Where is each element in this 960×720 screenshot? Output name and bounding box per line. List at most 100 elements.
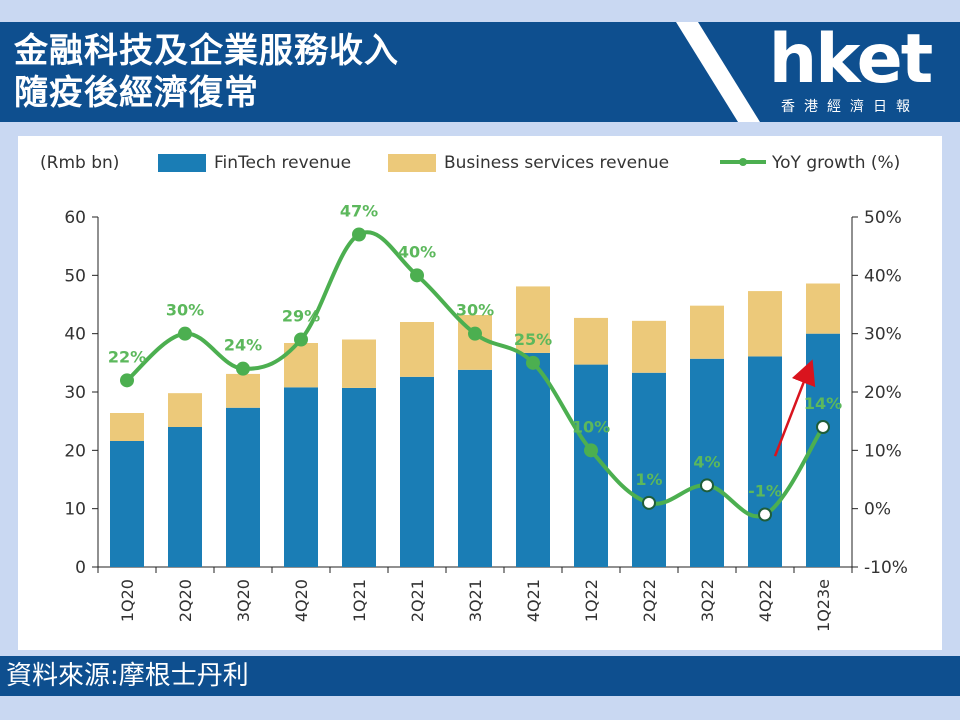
bar-business-1Q20 bbox=[110, 413, 144, 441]
chart-panel: (Rmb bn) FinTech revenue Business servic… bbox=[18, 136, 942, 650]
y-left-tick-label: 20 bbox=[64, 441, 86, 461]
growth-point-1Q22 bbox=[584, 443, 598, 458]
y-right-tick-label: 40% bbox=[864, 266, 902, 286]
growth-point-2Q20 bbox=[178, 326, 192, 341]
growth-point-2Q21 bbox=[410, 268, 424, 283]
bar-business-3Q20 bbox=[226, 373, 260, 408]
hket-logo: hket bbox=[768, 20, 933, 99]
bar-business-2Q22 bbox=[632, 320, 666, 373]
growth-label-1Q20: 22% bbox=[108, 347, 146, 366]
x-tick-label: 3Q22 bbox=[698, 579, 717, 622]
logo-background bbox=[676, 22, 960, 122]
legend-marker-growth bbox=[739, 158, 747, 166]
growth-point-3Q21 bbox=[468, 326, 482, 341]
x-tick-label: 4Q20 bbox=[292, 579, 311, 622]
growth-point-4Q20 bbox=[294, 332, 308, 347]
growth-label-2Q22: 1% bbox=[635, 470, 662, 489]
chart-bars bbox=[110, 283, 840, 567]
bar-business-2Q20 bbox=[168, 393, 202, 427]
x-tick-label: 1Q22 bbox=[582, 579, 601, 622]
legend-swatch-fintech bbox=[158, 154, 206, 172]
legend-swatch-business bbox=[388, 154, 436, 172]
bar-fintech-3Q22 bbox=[690, 358, 724, 567]
growth-point-1Q20 bbox=[120, 373, 134, 388]
bar-fintech-1Q20 bbox=[110, 441, 144, 567]
title-line-2: 隨疫後經濟復常 bbox=[14, 73, 259, 113]
title-line-1: 金融科技及企業服務收入 bbox=[14, 31, 399, 71]
bar-fintech-4Q20 bbox=[284, 387, 318, 567]
bar-business-1Q21 bbox=[342, 339, 376, 388]
x-tick-label: 3Q20 bbox=[234, 579, 253, 622]
x-tick-label: 1Q20 bbox=[118, 579, 137, 622]
x-tick-label: 1Q21 bbox=[350, 579, 369, 622]
x-tick-label: 1Q23e bbox=[814, 579, 833, 632]
unit-label: (Rmb bn) bbox=[40, 153, 119, 173]
growth-label-4Q21: 25% bbox=[514, 330, 552, 349]
bar-fintech-2Q22 bbox=[632, 372, 666, 567]
bar-business-4Q22 bbox=[748, 291, 782, 357]
growth-point-3Q20 bbox=[236, 361, 250, 376]
revenue-chart: (Rmb bn) FinTech revenue Business servic… bbox=[40, 153, 908, 632]
bar-business-4Q21 bbox=[516, 286, 550, 353]
x-tick-label: 3Q21 bbox=[466, 579, 485, 622]
bar-fintech-4Q22 bbox=[748, 356, 782, 567]
growth-label-4Q20: 29% bbox=[282, 307, 320, 326]
bar-business-3Q22 bbox=[690, 305, 724, 359]
y-left-tick-label: 40 bbox=[64, 325, 86, 345]
growth-label-1Q23e: 14% bbox=[804, 394, 842, 413]
chart-legend: (Rmb bn) FinTech revenue Business servic… bbox=[40, 153, 900, 173]
x-tick-label: 4Q21 bbox=[524, 579, 543, 622]
x-axis-labels: 1Q20 2Q20 3Q20 4Q20 1Q21 2Q21 3Q21 4Q21 1Q22 2Q22… bbox=[118, 579, 833, 632]
y-left-tick-label: 10 bbox=[64, 500, 86, 520]
growth-point-3Q22 bbox=[700, 478, 714, 493]
growth-label-3Q21: 30% bbox=[456, 301, 494, 320]
x-tick-label: 2Q22 bbox=[640, 579, 659, 622]
y-left-tick-label: 60 bbox=[64, 208, 86, 228]
chart-axes: 0 10 20 30 40 50 60 -10% 0% 10% 20% 30% 40% 50% bbox=[64, 208, 908, 578]
y-right-tick-label: 10% bbox=[864, 441, 902, 461]
growth-point-1Q21 bbox=[352, 227, 366, 242]
x-tick-label: 4Q22 bbox=[756, 579, 775, 622]
y-right-tick-label: 50% bbox=[864, 208, 902, 228]
legend-label-fintech: FinTech revenue bbox=[214, 153, 351, 173]
y-left-tick-label: 50 bbox=[64, 266, 86, 286]
growth-label-2Q21: 40% bbox=[398, 242, 436, 261]
page-title: 金融科技及企業服務收入 隨疫後經濟復常 bbox=[14, 30, 399, 114]
growth-point-4Q21 bbox=[526, 355, 540, 370]
y-right-tick-label: 30% bbox=[864, 325, 902, 345]
bar-fintech-4Q21 bbox=[516, 352, 550, 567]
bar-fintech-2Q21 bbox=[400, 376, 434, 567]
legend-label-growth: YoY growth (%) bbox=[771, 153, 900, 173]
y-right-tick-label: 0% bbox=[864, 500, 891, 520]
footer-band: 資料來源:摩根士丹利 bbox=[0, 656, 960, 696]
growth-point-1Q23e bbox=[816, 420, 830, 434]
y-left-tick-label: 30 bbox=[64, 383, 86, 403]
growth-label-4Q22: -1% bbox=[748, 482, 782, 501]
x-tick-label: 2Q21 bbox=[408, 579, 427, 622]
growth-label-1Q21: 47% bbox=[340, 202, 378, 221]
legend-label-business: Business services revenue bbox=[444, 153, 669, 173]
growth-label-2Q20: 30% bbox=[166, 301, 204, 320]
growth-line-group: 22% 30% 24% 29% 47% 40% 30% 25% 10% 1% 4% -1% 14% bbox=[108, 202, 842, 522]
source-credit: 資料來源:摩根士丹利 bbox=[6, 661, 249, 691]
bar-fintech-2Q20 bbox=[168, 427, 202, 567]
red-arrow-annotation bbox=[773, 359, 816, 457]
logo-blue-panel bbox=[698, 22, 960, 122]
header-banner: 金融科技及企業服務收入 隨疫後經濟復常 hket 香港經濟日報 bbox=[0, 22, 960, 122]
x-tick-label: 2Q20 bbox=[176, 579, 195, 622]
bar-fintech-3Q21 bbox=[458, 369, 492, 567]
y-left-tick-label: 0 bbox=[75, 558, 86, 578]
red-arrow bbox=[773, 359, 816, 457]
growth-label-1Q22: 10% bbox=[572, 417, 610, 436]
growth-point-2Q22 bbox=[642, 495, 656, 510]
hket-logo-subtitle: 香港經濟日報 bbox=[781, 99, 919, 115]
growth-label-3Q20: 24% bbox=[224, 336, 262, 355]
growth-label-3Q22: 4% bbox=[693, 452, 720, 471]
bar-business-2Q21 bbox=[400, 322, 434, 377]
bar-fintech-1Q21 bbox=[342, 387, 376, 567]
y-right-tick-label: -10% bbox=[864, 558, 908, 578]
bar-fintech-3Q20 bbox=[226, 407, 260, 567]
growth-point-4Q22 bbox=[758, 507, 772, 522]
bar-business-1Q22 bbox=[574, 317, 608, 365]
bar-business-1Q23e bbox=[806, 283, 840, 334]
